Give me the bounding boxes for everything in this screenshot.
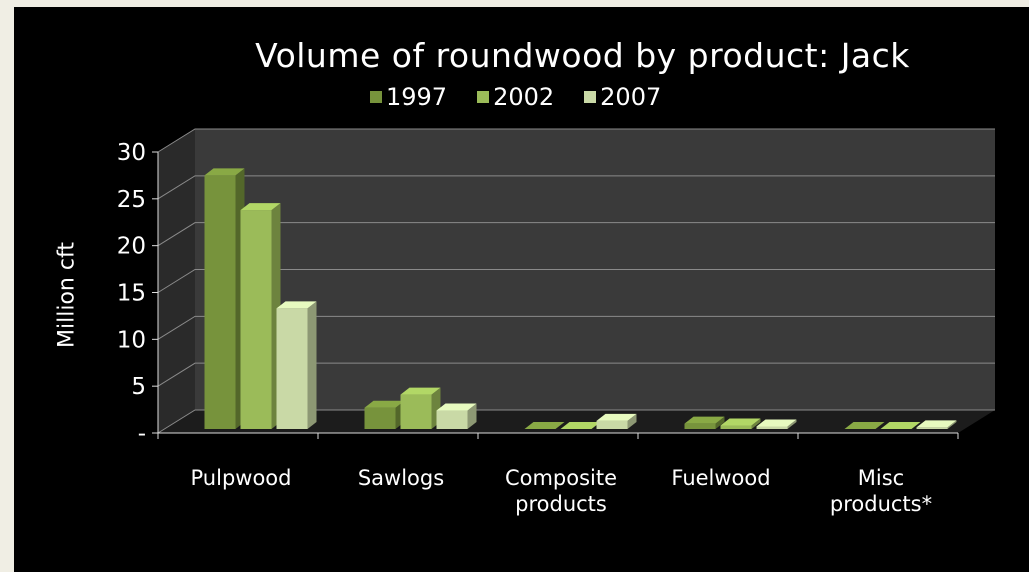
gridline: [157, 409, 995, 434]
y-tick-label: -: [138, 421, 146, 447]
bar-2007: [916, 420, 957, 429]
bar-2002: [400, 387, 441, 429]
gridline: [157, 362, 995, 387]
x-tick-label: products*: [830, 492, 932, 516]
bar-2002: [240, 203, 281, 429]
legend-item: 2007: [584, 83, 661, 111]
y-tick-label: 25: [117, 187, 146, 213]
bar-2007: [276, 301, 317, 429]
bar-2007: [596, 413, 637, 429]
bar-1997: [204, 168, 245, 429]
bar-1997: [364, 400, 405, 429]
bar-2002: [880, 422, 921, 429]
y-tick-label: 15: [117, 281, 146, 307]
legend-label: 2007: [600, 83, 662, 111]
bar-2007: [436, 403, 477, 429]
x-tick-label: Misc: [858, 466, 904, 490]
legend-label: 1997: [386, 83, 448, 111]
gridline: [157, 175, 995, 200]
bar-2002: [560, 422, 601, 429]
legend-swatch: [477, 91, 490, 103]
legend-item: 1997: [370, 83, 447, 111]
y-tick-label: 10: [117, 327, 146, 353]
legend: 1997 2002 2007: [370, 83, 661, 111]
gridline: [157, 222, 995, 247]
legend-swatch: [370, 91, 382, 103]
legend-label: 2002: [493, 83, 555, 111]
bar-2007: [756, 419, 797, 429]
y-tick-label: 20: [117, 234, 146, 260]
x-tick-label: Pulpwood: [191, 466, 292, 490]
chart-title: Volume of roundwood by product: Jack: [255, 36, 910, 75]
x-tick-label: Sawlogs: [358, 466, 444, 490]
x-tick-label: products: [515, 492, 607, 516]
gridline: [157, 269, 995, 293]
gridline: [157, 128, 995, 153]
bar-2002: [720, 418, 761, 429]
bar-1997: [524, 422, 565, 429]
x-tick-label: Composite: [505, 466, 617, 490]
bar-1997: [684, 416, 725, 429]
gridline: [157, 315, 995, 340]
legend-item: 2002: [477, 83, 554, 111]
legend-swatch: [584, 91, 597, 103]
x-tick-label: Fuelwood: [671, 466, 770, 490]
y-tick-label: 5: [131, 374, 146, 400]
bar-1997: [844, 422, 885, 429]
y-tick-label: 30: [117, 140, 146, 166]
